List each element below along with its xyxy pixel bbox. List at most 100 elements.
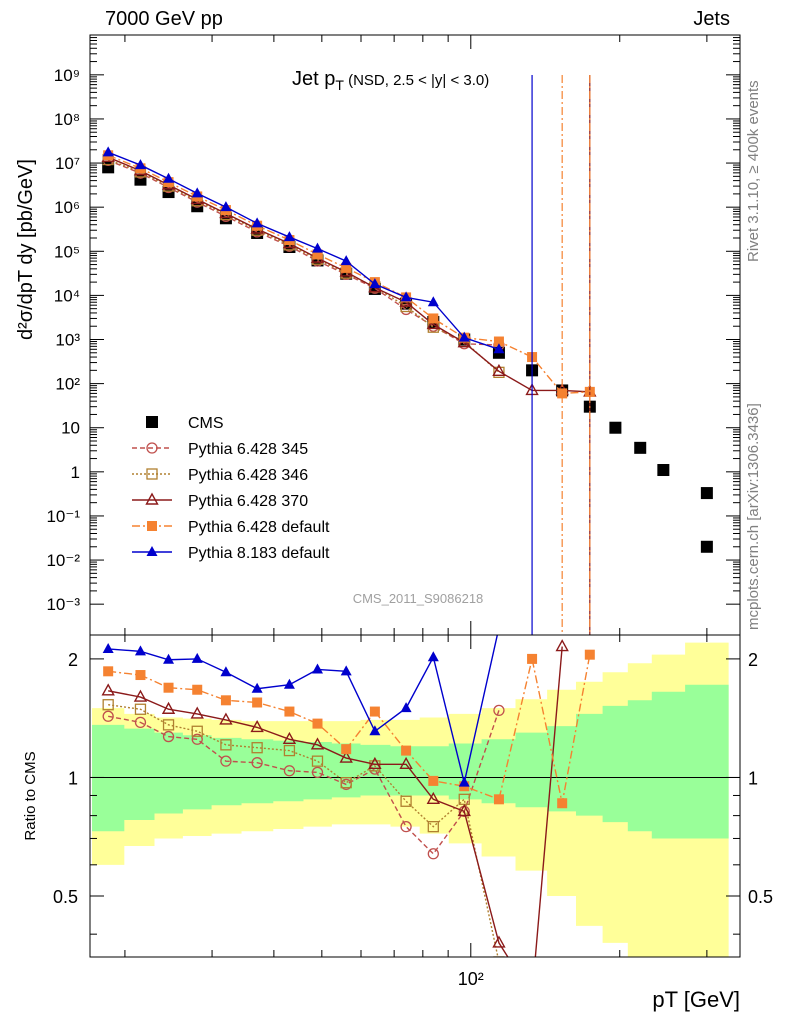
mc-point-main: [493, 343, 505, 354]
mc-point-ratio: [428, 775, 439, 786]
mc-point-ratio: [492, 935, 506, 948]
mc-point-ratio: [400, 702, 412, 713]
mc-point-ratio: [283, 765, 296, 777]
mc-point-ratio: [219, 712, 233, 725]
mc-point-main: [369, 278, 381, 289]
mc-point-ratio: [252, 697, 263, 708]
mc-point-ratio: [339, 750, 353, 763]
mc-point-ratio: [340, 777, 352, 789]
mc-point-ratio: [283, 678, 295, 689]
mc-point-main: [492, 363, 506, 377]
ratio-tick-label-right: 2: [748, 650, 758, 670]
mc-point-ratio: [369, 725, 381, 736]
mc-point-ratio: [192, 684, 203, 695]
mc-point-ratio: [340, 665, 352, 676]
mc-point-ratio: [220, 755, 232, 767]
mc-point-main: [400, 291, 412, 302]
mc-point-ratio: [102, 642, 114, 653]
mc-point-ratio: [101, 683, 115, 696]
mc-point-ratio: [102, 710, 114, 722]
mc-point-main: [220, 201, 232, 212]
y-axis-label: d²σ/dpT dy [pb/GeV]: [15, 159, 37, 340]
mc-point-main: [251, 217, 263, 228]
mc-point-ratio: [282, 731, 297, 744]
ratio-tick-label-right: 0.5: [748, 887, 773, 907]
mc-point-ratio: [493, 794, 504, 805]
legend-label: Pythia 6.428 default: [188, 519, 330, 536]
legend-marker: [146, 468, 158, 480]
ratio-axis-label: Ratio to CMS: [22, 751, 39, 840]
x-axis-label: pT [GeV]: [652, 987, 740, 1012]
mc-point-ratio: [368, 756, 382, 769]
mc-point-ratio: [555, 639, 569, 652]
legend-label: Pythia 8.183 default: [188, 545, 330, 562]
mc-point-ratio: [220, 739, 232, 751]
y-tick-label: 10⁻¹: [46, 507, 80, 526]
mc-point-ratio: [312, 718, 323, 729]
mc-point-ratio: [458, 776, 470, 787]
mc-point-ratio: [251, 757, 263, 769]
cms-data-point: [609, 421, 622, 434]
y-tick-label: 10⁻³: [46, 595, 80, 614]
mc-point-ratio: [493, 956, 505, 957]
mc-point-ratio: [557, 798, 568, 809]
mc-point-main: [191, 187, 203, 198]
y-tick-label: 10⁶: [54, 198, 80, 217]
cms-data-point: [657, 464, 670, 477]
mc-point-ratio: [493, 704, 505, 717]
mc-point-ratio: [161, 701, 176, 714]
mc-point-main: [458, 331, 470, 342]
cms-data-point: [634, 441, 647, 454]
series-line-main: [107, 151, 500, 350]
mc-point-main: [341, 262, 352, 273]
y-tick-label: 10⁸: [54, 110, 80, 129]
mc-point-main: [163, 172, 175, 183]
header-process: Jets: [693, 8, 730, 30]
legend-label: CMS: [188, 415, 224, 432]
header-energy: 7000 GeV pp: [105, 8, 223, 30]
mc-point-ratio: [251, 682, 263, 693]
chart-title: Jet pT (NSD, 2.5 < |y| < 3.0): [292, 68, 489, 93]
mc-point-ratio: [283, 744, 296, 757]
ratio-tick-label-left: 2: [68, 650, 78, 670]
mc-point-ratio: [134, 716, 147, 729]
y-tick-label: 10⁵: [54, 242, 80, 261]
y-tick-label: 10⁹: [54, 66, 80, 85]
legend-marker: [146, 546, 158, 556]
mc-point-ratio: [427, 848, 439, 860]
mc-point-ratio: [220, 695, 231, 706]
mc-point-ratio: [163, 653, 175, 664]
legend-label: Pythia 6.428 345: [188, 441, 308, 458]
mc-point-ratio: [400, 795, 412, 807]
y-tick-label: 10⁻²: [46, 551, 80, 570]
legend-marker: [145, 492, 159, 505]
mc-point-ratio: [190, 706, 204, 719]
mc-point-ratio: [399, 756, 413, 769]
y-tick-label: 10: [61, 419, 80, 438]
mc-point-ratio: [133, 689, 148, 702]
ratio-tick-label-right: 1: [748, 768, 758, 788]
x-tick-label: 10²: [458, 969, 484, 989]
mc-point-ratio: [584, 649, 595, 660]
mc-point-ratio: [426, 791, 441, 805]
mc-point-ratio: [427, 821, 439, 833]
mc-point-main: [102, 146, 114, 157]
mc-point-ratio: [162, 719, 175, 731]
cms-data-point: [700, 540, 713, 553]
mc-point-main: [311, 242, 323, 253]
mc-point-ratio: [369, 760, 381, 772]
y-tick-label: 1: [71, 463, 80, 482]
mc-point-ratio: [369, 706, 380, 717]
mc-point-main: [134, 159, 146, 170]
legend-marker: [146, 416, 158, 428]
mc-point-ratio: [251, 742, 263, 754]
ratio-band-inner: [92, 684, 729, 839]
rivet-label: Rivet 3.1.10, ≥ 400k events: [745, 80, 762, 262]
mc-point-main: [283, 231, 295, 242]
mc-point-ratio: [191, 652, 203, 663]
mc-point-ratio: [284, 706, 295, 717]
legend-label: Pythia 6.428 346: [188, 467, 308, 484]
ratio-plot-frame: [89, 634, 741, 958]
mc-point-ratio: [401, 745, 412, 756]
mc-point-ratio: [527, 653, 538, 664]
